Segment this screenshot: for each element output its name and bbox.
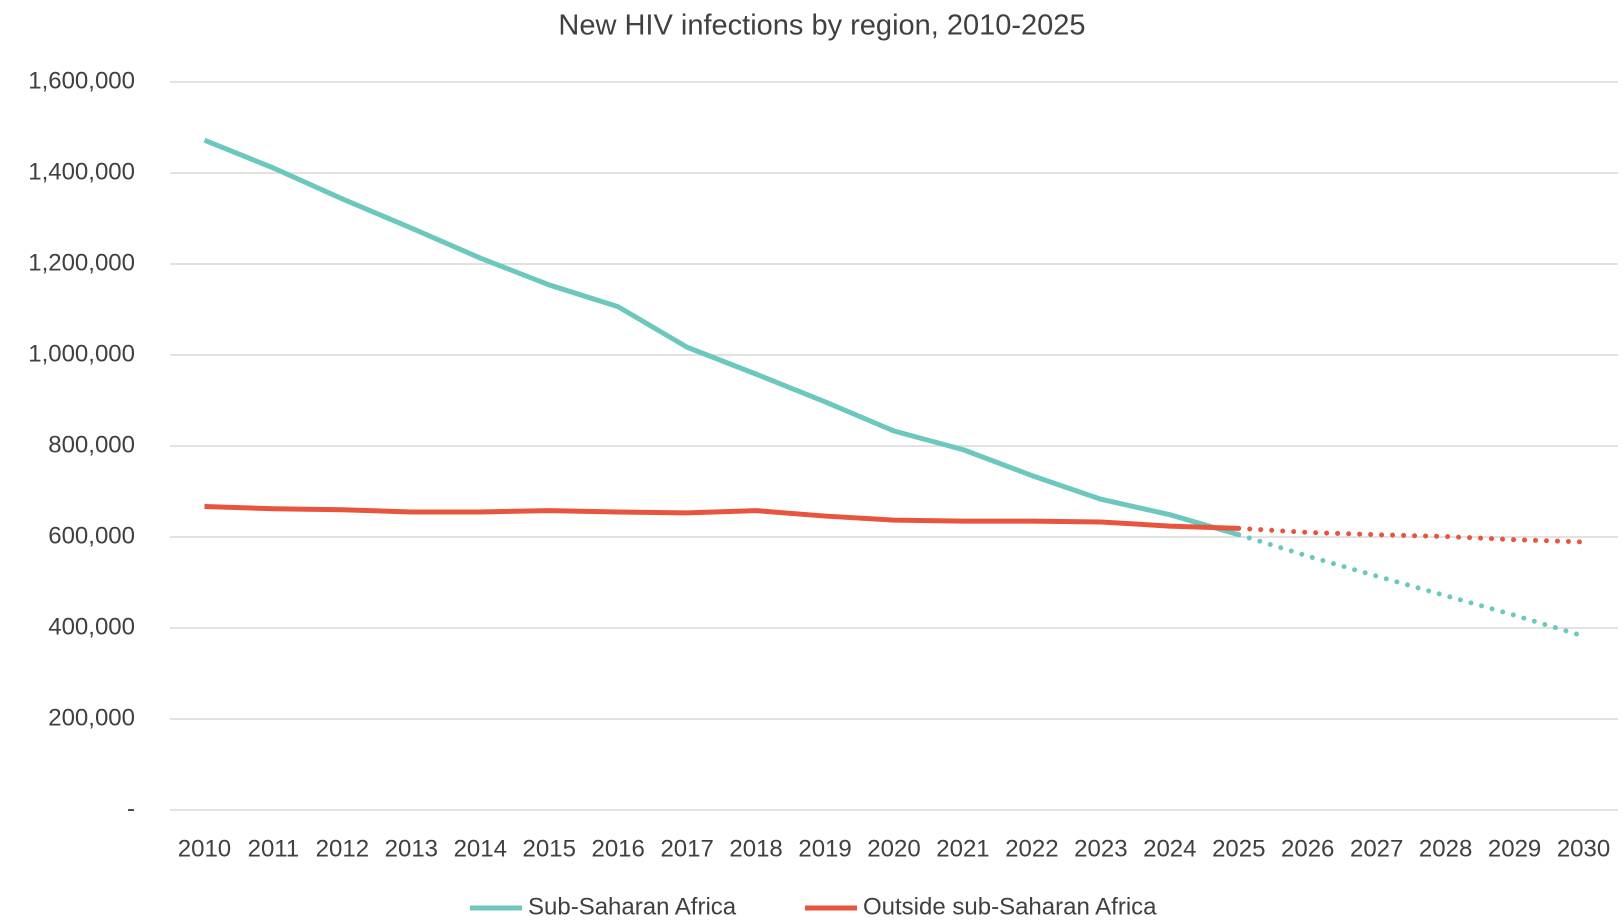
x-tick-label: 2024: [1143, 835, 1196, 862]
x-tick-label: 2013: [385, 835, 438, 862]
y-tick-label: 400,000: [48, 613, 135, 640]
y-tick-label: 600,000: [48, 522, 135, 549]
x-tick-label: 2019: [798, 835, 851, 862]
y-tick-label: 1,600,000: [28, 67, 135, 94]
y-tick-label: 1,200,000: [28, 249, 135, 276]
x-tick-label: 2022: [1005, 835, 1058, 862]
x-tick-label: 2028: [1419, 835, 1472, 862]
series-line: [203, 137, 1240, 538]
y-tick-label: 800,000: [48, 431, 135, 458]
x-tick-label: 2025: [1212, 835, 1265, 862]
legend-label: Sub-Saharan Africa: [528, 893, 737, 920]
chart-title: New HIV infections by region, 2010-2025: [558, 10, 1085, 42]
x-tick-label: 2015: [523, 835, 576, 862]
x-tick-label: 2023: [1074, 835, 1127, 862]
x-tick-label: 2010: [178, 835, 231, 862]
x-tick-label: 2011: [248, 835, 300, 862]
x-tick-label: 2017: [660, 835, 713, 862]
x-tick-label: 2016: [591, 835, 644, 862]
x-tick-label: 2018: [729, 835, 782, 862]
y-tick-label: 1,000,000: [28, 340, 135, 367]
x-tick-label: 2026: [1281, 835, 1334, 862]
y-tick-label: -: [127, 795, 135, 822]
x-tick-label: 2021: [936, 835, 989, 862]
legend-label: Outside sub-Saharan Africa: [863, 893, 1157, 920]
x-tick-label: 2029: [1488, 835, 1541, 862]
series-line: [204, 504, 1239, 531]
x-tick-label: 2014: [454, 835, 507, 862]
x-tick-label: 2027: [1350, 835, 1403, 862]
x-tick-label: 2020: [867, 835, 920, 862]
projection-line: [1236, 525, 1587, 545]
x-tick-label: 2030: [1557, 835, 1610, 862]
x-tick-label: 2012: [316, 835, 369, 862]
y-tick-label: 1,400,000: [28, 158, 135, 185]
y-tick-label: 200,000: [48, 704, 135, 731]
projection-line: [1236, 532, 1587, 639]
